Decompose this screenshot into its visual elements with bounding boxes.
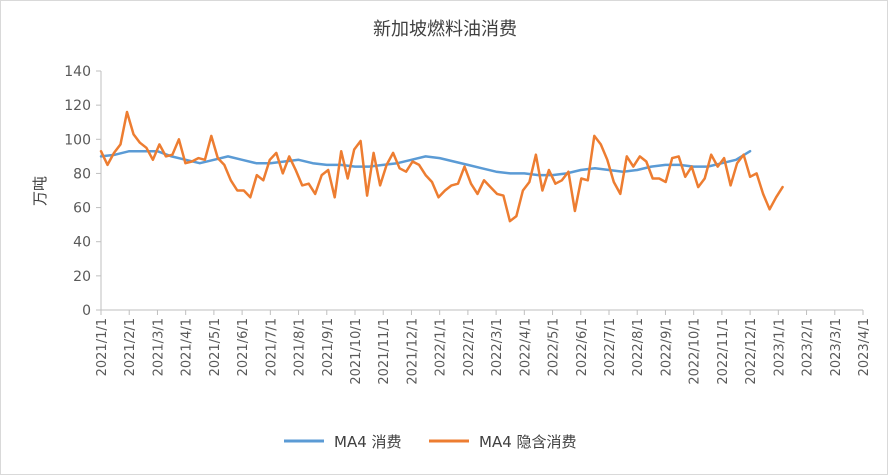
- legend-label-1: MA4 隐含消费: [479, 433, 577, 451]
- x-tick-label: 2021/2/1: [123, 318, 138, 376]
- y-tick-label: 0: [82, 303, 91, 319]
- x-tick-label: 2021/5/1: [208, 318, 223, 376]
- x-tick-label: 2022/5/1: [547, 318, 562, 376]
- series-line-1: [99, 110, 784, 223]
- x-tick-label: 2021/8/1: [293, 318, 308, 376]
- x-tick-label: 2022/4/1: [518, 318, 533, 376]
- x-tick-label: 2022/2/1: [462, 318, 477, 376]
- x-tick-label: 2022/6/1: [575, 318, 590, 376]
- x-tick-label: 2022/9/1: [659, 318, 674, 376]
- x-tick-label: 2022/3/1: [490, 318, 505, 376]
- x-tick-label: 2022/11/1: [716, 318, 731, 385]
- legend: MA4 消费 MA4 隐含消费: [284, 433, 577, 451]
- x-tick-label: 2021/3/1: [151, 318, 166, 376]
- x-tick-label: 2022/10/1: [688, 318, 703, 385]
- x-tick-label: 2023/4/1: [857, 318, 872, 376]
- x-tick-label: 2021/1/1: [95, 318, 110, 376]
- y-tick-label: 40: [73, 235, 91, 251]
- series-layer: [99, 110, 784, 223]
- x-tick-label: 2022/1/1: [434, 318, 449, 376]
- y-tick-label: 60: [73, 201, 91, 217]
- x-tick-label: 2022/8/1: [631, 318, 646, 376]
- x-tick-label: 2021/12/1: [405, 318, 420, 385]
- x-tick-label: 2023/3/1: [829, 318, 844, 376]
- x-tick-label: 2021/9/1: [321, 318, 336, 376]
- chart-title: 新加坡燃料油消费: [373, 19, 517, 40]
- x-tick-label: 2021/7/1: [264, 318, 279, 376]
- x-tick-label: 2021/4/1: [180, 318, 195, 376]
- y-tick-label: 140: [64, 64, 91, 80]
- series-line-0: [99, 149, 752, 177]
- x-tick-label: 2022/7/1: [603, 318, 618, 376]
- legend-label-0: MA4 消费: [334, 433, 402, 451]
- y-axis-label: 万吨: [31, 176, 49, 206]
- x-tick-label: 2023/2/1: [801, 318, 816, 376]
- y-tick-label: 80: [73, 166, 91, 182]
- y-tick-label: 120: [64, 98, 91, 114]
- x-tick-label: 2023/1/1: [772, 318, 787, 376]
- axis-layer: 0 20 40 60 80 100 120 140 2021/1/1 2021/2/1 2021/3…: [64, 64, 872, 385]
- x-tick-label: 2021/6/1: [236, 318, 251, 376]
- x-tick-label: 2021/11/1: [377, 318, 392, 385]
- y-tick-label: 20: [73, 269, 91, 285]
- y-tick-label: 100: [64, 132, 91, 148]
- x-tick-label: 2022/12/1: [744, 318, 759, 385]
- x-tick-label: 2021/10/1: [349, 318, 364, 385]
